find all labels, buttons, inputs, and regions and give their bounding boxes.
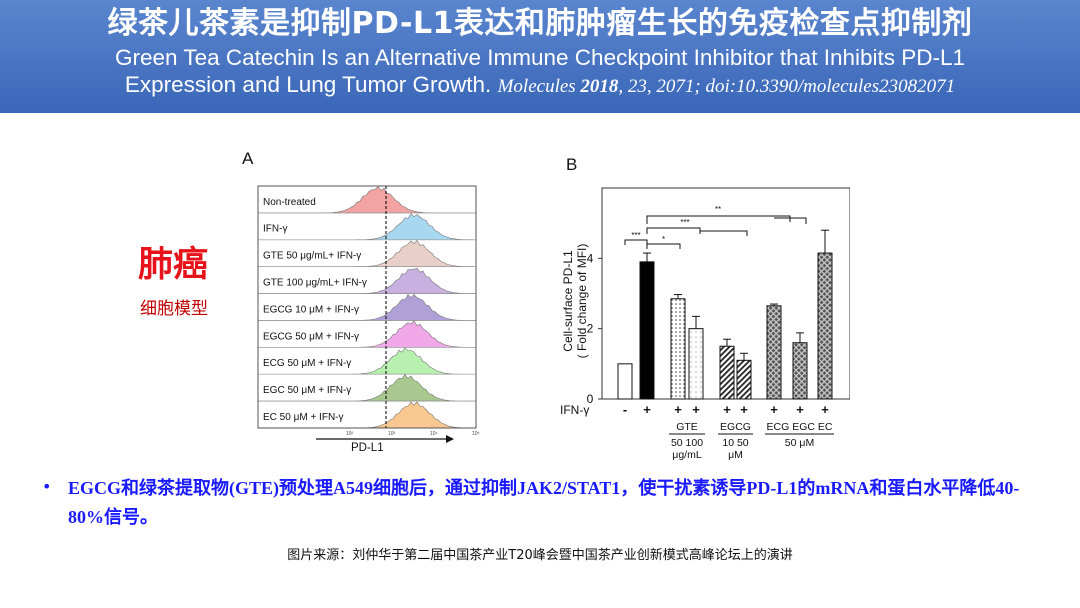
panel-a-arrowhead: [446, 435, 454, 443]
panel-b-letter: B: [566, 155, 577, 174]
ifn-sign: +: [692, 402, 700, 417]
y-axis-label-2: ( Fold change of MFI): [575, 244, 589, 359]
bar: [688, 328, 704, 400]
citation: Molecules 2018, 23, 2071; doi:10.3390/mo…: [498, 76, 956, 97]
panel-b-chart: B Cell-surface PD-L1 ( Fold change of MF…: [560, 155, 850, 461]
histogram-row-label: IFN-γ: [263, 224, 287, 235]
histogram-tick-label: 10²: [346, 431, 354, 437]
significance-label: ***: [680, 218, 689, 227]
ifn-sign: +: [674, 402, 682, 417]
significance-bracket: [646, 227, 748, 236]
bar: [766, 305, 782, 400]
ifn-sign: +: [821, 402, 829, 417]
histogram-tick-label: 10⁵: [472, 431, 480, 437]
ifn-sign: +: [740, 402, 748, 417]
cell-model-label: 细胞模型: [140, 299, 208, 319]
histogram-row-label: EGC 50 μM + IFN-γ: [263, 385, 351, 396]
y-axis-label: Cell-surface PD-L1: [561, 250, 575, 352]
panel-a-frame: [257, 185, 477, 429]
panel-a-histograms: A Non-treated IFN-γ GTE 50 μg/mL+ IFN-γ GTE…: [242, 149, 480, 454]
histogram-row-label: EGCG 10 μM + IFN-γ: [263, 304, 359, 315]
citation-rest: , 23, 2071; doi:10.3390/molecules2308207…: [618, 76, 956, 97]
bar: [670, 298, 686, 400]
bar: [817, 252, 833, 400]
significance-bracket: [646, 215, 807, 224]
y-tick-label: 2: [587, 322, 594, 336]
ifn-sign: -: [623, 402, 627, 417]
paper-title-line2: Expression and Lung Tumor Growth. Molecu…: [0, 71, 1080, 100]
significance-label: **: [715, 205, 721, 214]
paper-title-line1: Green Tea Catechin Is an Alternative Imm…: [114, 45, 966, 70]
histogram-row-label: EC 50 μM + IFN-γ: [263, 412, 344, 423]
page-title: 绿茶儿茶素是抑制PD-L1表达和肺肿瘤生长的免疫检查点抑制剂: [107, 6, 973, 41]
significance-bracket: [646, 243, 681, 249]
y-tick-label: 4: [587, 251, 594, 265]
significance-label: ***: [631, 231, 640, 240]
group-sub: 50 μM: [785, 437, 814, 449]
bar: [639, 261, 655, 400]
panel-a-xlabel: PD-L1: [351, 442, 384, 454]
bar: [736, 359, 752, 400]
image-source: 图片来源：刘仲华于第二届中国茶产业T20峰会暨中国茶产业创新模式高峰论坛上的演讲: [287, 548, 793, 563]
group-name: EGCG: [720, 421, 751, 433]
histogram-tick-label: 10⁴: [430, 431, 438, 437]
ifn-row-label: IFN-γ: [560, 403, 589, 417]
group-name: ECG EGC EC: [767, 421, 833, 433]
histogram-row-label: GTE 50 μg/mL+ IFN-γ: [263, 251, 361, 262]
bar: [719, 345, 735, 400]
histogram-row-label: GTE 100 μg/mL+ IFN-γ: [263, 277, 367, 288]
ifn-sign: +: [723, 402, 731, 417]
paper-title-line2-text: Expression and Lung Tumor Growth.: [124, 72, 492, 97]
group-name: GTE: [676, 421, 698, 433]
bar: [617, 363, 633, 400]
histogram-row-label: EGCG 50 μM + IFN-γ: [263, 331, 359, 342]
group-sub: 10 50: [722, 437, 748, 449]
group-unit: μg/mL: [672, 449, 702, 461]
citation-year: 2018: [580, 76, 619, 97]
panel-a-letter: A: [242, 149, 254, 168]
lung-cancer-label: 肺癌: [138, 245, 209, 285]
y-tick-label: 0: [587, 392, 594, 406]
title-banner: 绿茶儿茶素是抑制PD-L1表达和肺肿瘤生长的免疫检查点抑制剂 Green Tea…: [0, 0, 1080, 113]
histogram-row-label: Non-treated: [263, 197, 316, 208]
bar: [792, 342, 808, 400]
significance-label: *: [662, 235, 665, 244]
significance-bracket: [624, 239, 648, 245]
group-unit: μM: [728, 449, 743, 461]
ifn-sign: +: [770, 402, 778, 417]
histogram-curve: [257, 213, 477, 241]
histogram-row-label: ECG 50 μM + IFN-γ: [263, 358, 351, 369]
ifn-sign: +: [643, 402, 651, 417]
histogram-tick-label: 10³: [388, 431, 396, 437]
bullet-dot: •: [42, 477, 52, 496]
citation-journal: Molecules: [497, 76, 576, 97]
group-sub: 50 100: [671, 437, 703, 449]
bullet-text: EGCG和绿茶提取物(GTE)预处理A549细胞后，通过抑制JAK2/STAT1…: [68, 478, 1020, 527]
ifn-sign: +: [796, 402, 804, 417]
